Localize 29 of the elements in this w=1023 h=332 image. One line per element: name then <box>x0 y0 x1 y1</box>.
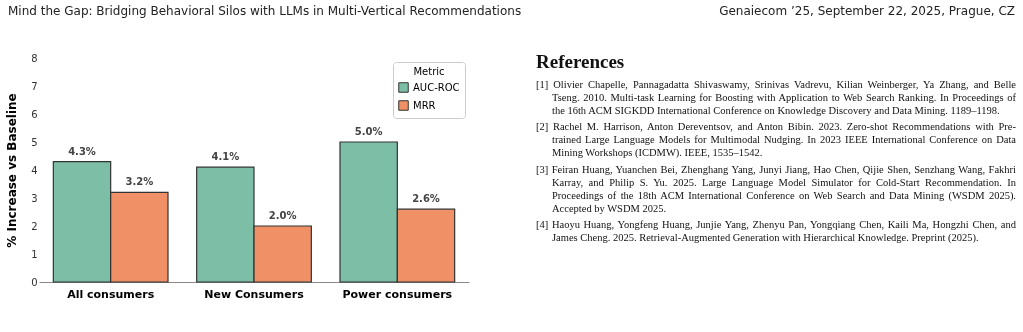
y-tick-label: 5 <box>31 136 38 148</box>
legend-label: MRR <box>413 99 436 111</box>
legend-label: AUC-ROC <box>413 81 460 93</box>
data-label: 3.2% <box>125 176 154 188</box>
text: [4] Haoyu Huang, Yongfeng Huang, Junjie Yang, Zhenyu Pan, Yongqiang Chen, Kaili Ma, Hongzhi Chen, and James Cheng. 2025. Retrieval-Augmented Generation with Hierarchical Knowledge. Preprint (2025). <box>536 218 1016 245</box>
y-axis-title: % Increase vs Baseline <box>5 93 20 248</box>
legend-title: Metric <box>413 66 445 77</box>
text: References <box>536 50 626 74</box>
x-tick-label: All consumers <box>67 287 155 301</box>
y-tick-label: 6 <box>31 108 38 120</box>
text: Genaiecom ’25, September 22, 2025, Prague, CZ <box>719 4 1015 18</box>
text: [1] Olivier Chapelle, Pannagadatta Shivaswamy, Srinivas Vadrevu, Kilian Weinberger, Ya Zhang, and Belle Tseng. 2010. Multi-task Learning for Boosting with Application to Web Search Ranking. In Proceedings of the 16th ACM SIGKDD International Conference on Knowledge Discovery and Data Mining. 1189–1198. <box>536 77 1016 118</box>
text: Mind the Gap: Bridging Behavioral Silos with LLMs in Multi-Vertical Recommendations <box>8 4 522 18</box>
y-tick-label: 4 <box>31 164 38 176</box>
y-tick-label: 3 <box>31 192 38 204</box>
y-tick-label: 7 <box>31 80 38 92</box>
x-tick-label: Power consumers <box>342 287 453 301</box>
data-label: 2.6% <box>412 193 440 205</box>
data-label: 2.0% <box>268 210 297 221</box>
text: [3] Feiran Huang, Yuanchen Bei, Zhenghang Yang, Junyi Jiang, Hao Chen, Qijie Shen, Senzhang Wang, Fakhri Karray, and Philip S. Yu. 2025. Large Language Model Simulator for Cold-Start Recommendation. In Proceedings of the 18th ACM International Conference on Web Search and Data Mining (WSDM 2025). Accepted by WSDM 2025. <box>536 162 1016 215</box>
y-tick-label: 2 <box>31 220 38 232</box>
text: [2] Rachel M. Harrison, Anton Dereventsov, and Anton Bibin. 2023. Zero-shot Recommendations with Pre-trained Large Language Models for Multimodal Nudging. In 2023 IEEE International Conference on Data Mining Workshops (ICDMW). IEEE, 1535–1542. <box>536 120 1016 160</box>
y-tick-label: 8 <box>31 52 38 64</box>
data-label: 4.3% <box>68 145 96 157</box>
y-tick-label: 0 <box>31 276 38 288</box>
y-tick-label: 1 <box>31 248 38 260</box>
data-label: 5.0% <box>354 126 383 137</box>
x-tick-label: New Consumers <box>204 287 305 301</box>
data-label: 4.1% <box>211 151 240 163</box>
